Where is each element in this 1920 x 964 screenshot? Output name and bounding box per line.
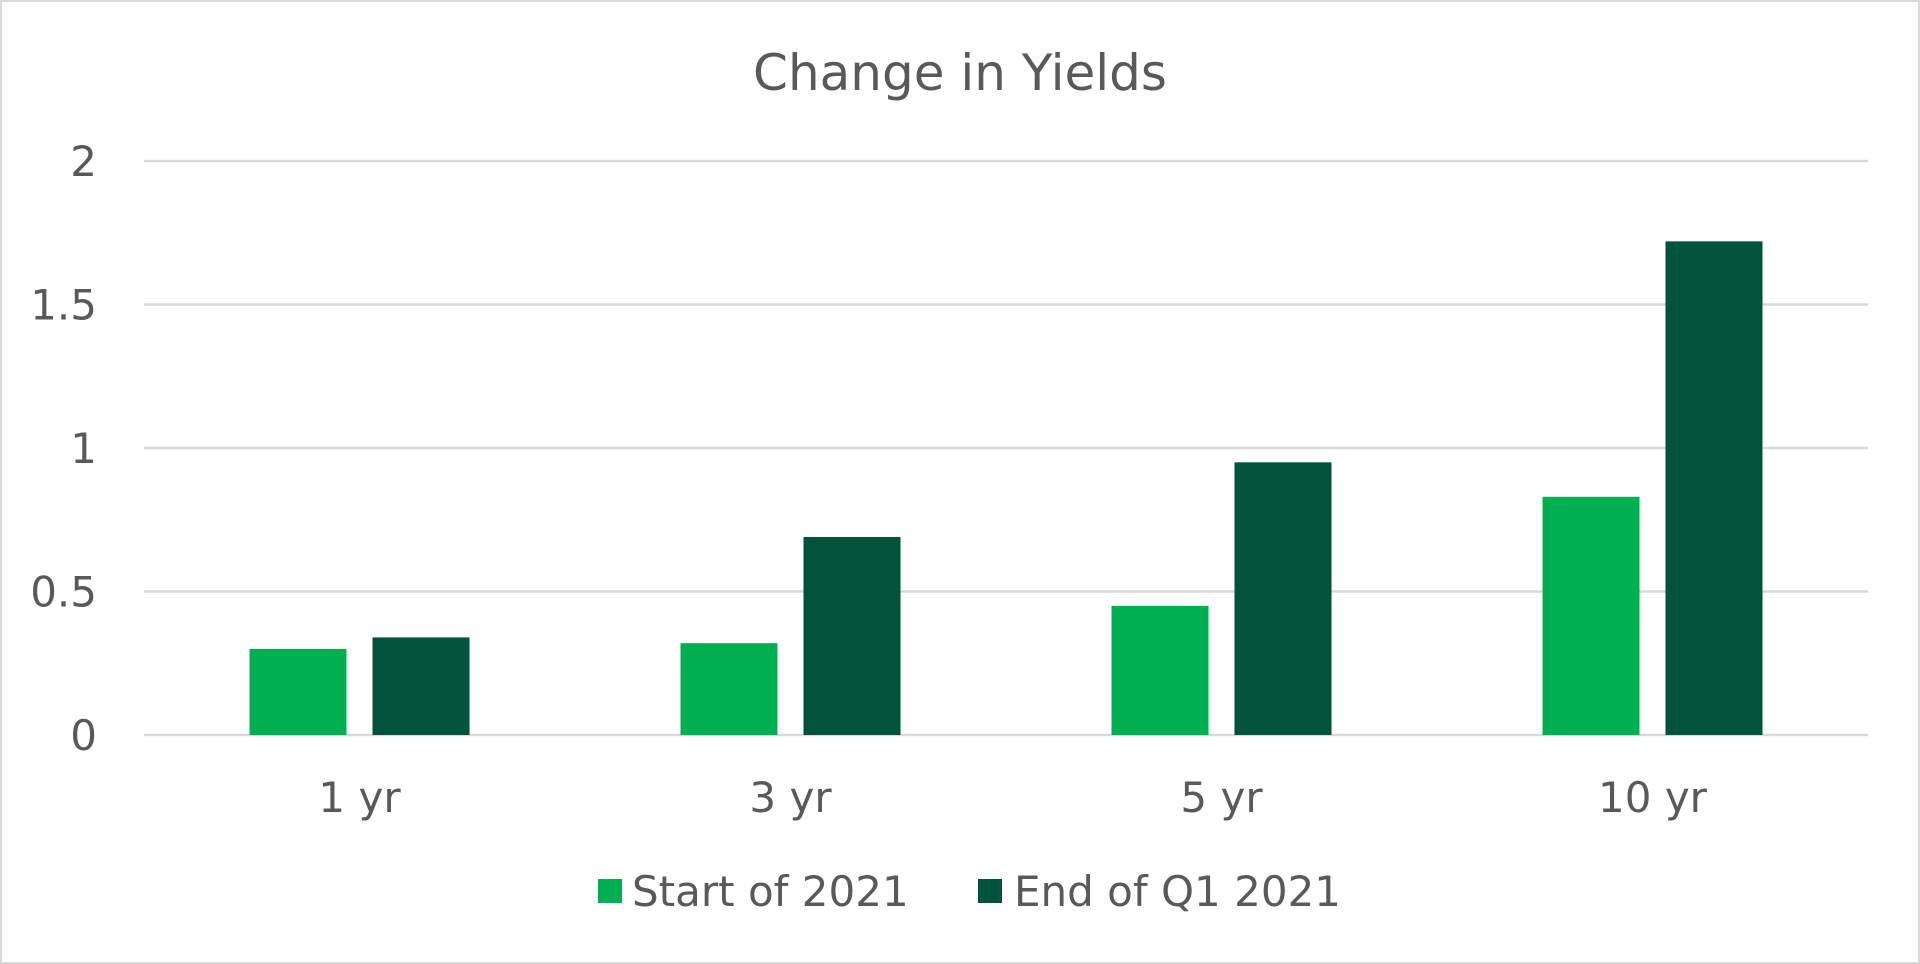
bar-start-of-2021-2 [1111, 605, 1209, 735]
x-tick-label: 1 yr [318, 773, 401, 822]
legend-swatch [598, 879, 622, 903]
y-tick-label: 0 [70, 711, 97, 760]
bar-end-of-q1-2021-2 [1234, 462, 1332, 735]
x-tick-label: 5 yr [1180, 773, 1263, 822]
legend: Start of 2021 End of Q1 2021 [598, 867, 1341, 916]
bar-start-of-2021-3 [1542, 496, 1640, 735]
y-tick-label: 1.5 [30, 281, 97, 330]
x-axis-ticks: 1 yr 3 yr 5 yr 10 yr [318, 773, 1707, 822]
y-tick-label: 1 [70, 424, 97, 473]
y-tick-label: 2 [70, 137, 97, 186]
bar-start-of-2021-0 [249, 648, 347, 735]
x-tick-label: 3 yr [749, 773, 832, 822]
chart-title: Change in Yields [753, 44, 1167, 102]
bars [249, 241, 1763, 736]
legend-label: Start of 2021 [632, 867, 909, 916]
bar-start-of-2021-1 [680, 643, 778, 735]
y-axis-ticks: 0 0.5 1 1.5 2 [30, 137, 97, 760]
legend-label: End of Q1 2021 [1014, 867, 1341, 916]
legend-swatch [978, 879, 1002, 903]
y-tick-label: 0.5 [30, 568, 97, 617]
bar-end-of-q1-2021-3 [1665, 241, 1763, 736]
bar-end-of-q1-2021-0 [372, 637, 470, 735]
bar-end-of-q1-2021-1 [803, 536, 901, 735]
x-tick-label: 10 yr [1598, 773, 1708, 822]
